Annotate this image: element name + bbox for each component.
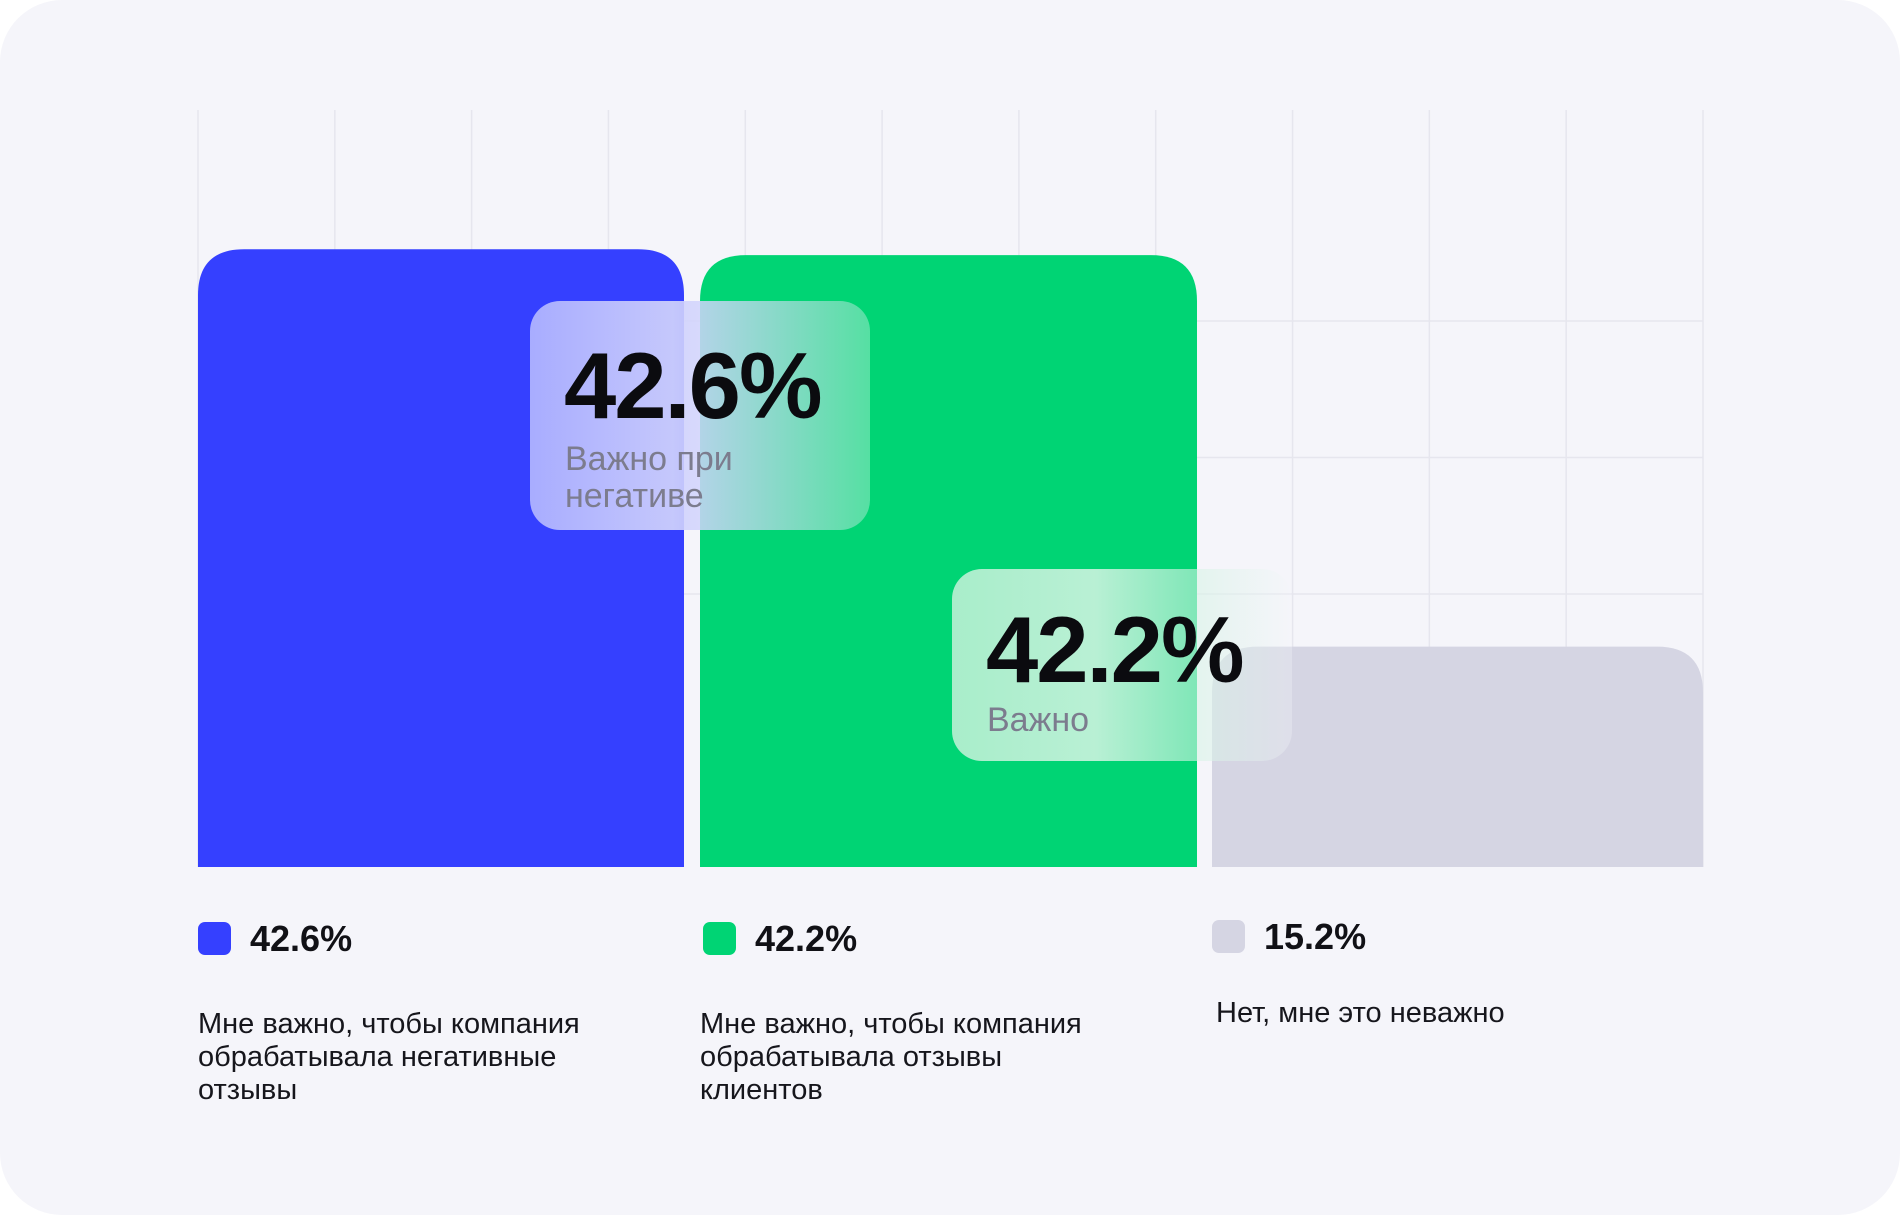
- legend-swatch: [198, 922, 231, 955]
- legend-swatch: [1212, 920, 1245, 953]
- callout-negative-reviews: 42.6% Важно при негативе: [530, 301, 870, 530]
- category-label-not-important: Нет, мне это неважно: [1216, 997, 1505, 1029]
- category-label-reviews: Мне важно, чтобы компания обрабатывала о…: [700, 1008, 1082, 1106]
- bars: [198, 249, 1703, 868]
- legend-value: 42.6%: [250, 918, 353, 959]
- callout-caption: Важно: [987, 701, 1090, 739]
- callout-caption: Важно при негативе: [565, 440, 733, 515]
- callout-value: 42.2%: [986, 597, 1245, 702]
- category-label-negative-reviews: Мне важно, чтобы компания обрабатывала н…: [198, 1008, 580, 1106]
- legend-value: 42.2%: [755, 918, 858, 959]
- callout-value: 42.6%: [564, 333, 823, 438]
- callout-reviews: 42.2% Важно: [952, 569, 1292, 761]
- legend-swatch: [703, 922, 736, 955]
- bar-not-important: [1212, 646, 1703, 867]
- legend-value: 15.2%: [1264, 916, 1367, 957]
